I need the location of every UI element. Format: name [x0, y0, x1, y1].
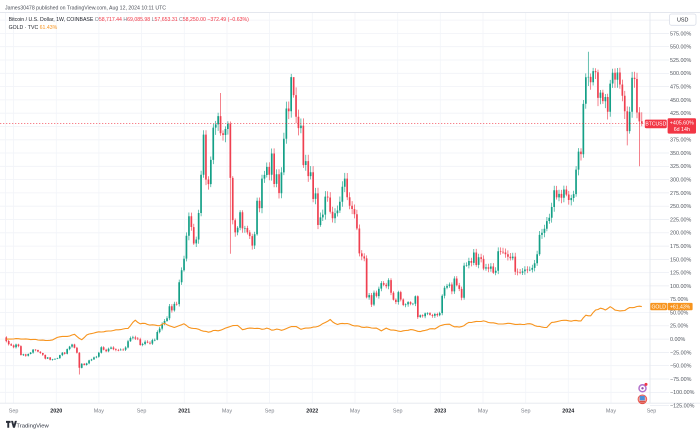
svg-text:BTCUSD: BTCUSD [645, 122, 666, 128]
svg-text:550.00%: 550.00% [670, 45, 691, 51]
svg-text:−75.00%: −75.00% [670, 377, 692, 383]
svg-text:−25.00%: −25.00% [670, 350, 692, 356]
svg-text:James30478 published on Tradin: James30478 published on TradingView.com,… [5, 6, 166, 12]
svg-text:375.00%: 375.00% [670, 138, 691, 144]
svg-text:USD: USD [677, 18, 688, 24]
svg-text:−100.00%: −100.00% [670, 390, 695, 396]
svg-text:225.00%: 225.00% [670, 217, 691, 223]
svg-text:50.00%: 50.00% [670, 310, 688, 316]
svg-text:450.00%: 450.00% [670, 98, 691, 104]
svg-text:Sep: Sep [137, 408, 147, 414]
svg-text:Sep: Sep [393, 408, 403, 414]
svg-text:Sep: Sep [647, 408, 657, 414]
svg-text:275.00%: 275.00% [670, 191, 691, 197]
svg-text:GOLD: GOLD [651, 305, 666, 311]
svg-text:2021: 2021 [178, 408, 190, 414]
svg-text:May: May [94, 408, 104, 414]
svg-text:0.00%: 0.00% [670, 337, 685, 343]
svg-text:2020: 2020 [50, 408, 62, 414]
svg-text:GOLD · TVC 61.43%: GOLD · TVC 61.43% [9, 25, 58, 31]
svg-text:Sep: Sep [521, 408, 531, 414]
svg-text:525.00%: 525.00% [670, 58, 691, 64]
svg-text:250.00%: 250.00% [670, 204, 691, 210]
svg-text:TradingView: TradingView [16, 423, 49, 429]
svg-text:6d 14h: 6d 14h [674, 127, 690, 133]
svg-text:500.00%: 500.00% [670, 71, 691, 77]
svg-text:Sep: Sep [265, 408, 275, 414]
svg-text:325.00%: 325.00% [670, 164, 691, 170]
svg-text:575.00%: 575.00% [670, 31, 691, 37]
svg-text:May: May [478, 408, 488, 414]
svg-text:2023: 2023 [434, 408, 446, 414]
svg-text:+405.60%: +405.60% [670, 121, 694, 127]
svg-text:+61.43%: +61.43% [670, 305, 691, 311]
svg-text:May: May [222, 408, 232, 414]
svg-text:May: May [606, 408, 616, 414]
svg-text:475.00%: 475.00% [670, 85, 691, 91]
svg-text:125.00%: 125.00% [670, 271, 691, 277]
svg-text:425.00%: 425.00% [670, 111, 691, 117]
svg-text:350.00%: 350.00% [670, 151, 691, 157]
svg-text:−50.00%: −50.00% [670, 364, 692, 370]
svg-text:2022: 2022 [306, 408, 318, 414]
svg-text:2024: 2024 [562, 408, 574, 414]
svg-text:−125.00%: −125.00% [670, 403, 695, 409]
svg-text:Bitcoin / U.S. Dollar, 1W, COI: Bitcoin / U.S. Dollar, 1W, COINBASE O58,… [9, 17, 250, 23]
svg-text:100.00%: 100.00% [670, 284, 691, 290]
svg-text:Sep: Sep [9, 408, 19, 414]
svg-text:25.00%: 25.00% [670, 324, 688, 330]
svg-text:300.00%: 300.00% [670, 178, 691, 184]
svg-text:75.00%: 75.00% [670, 297, 688, 303]
svg-text:200.00%: 200.00% [670, 231, 691, 237]
svg-text:150.00%: 150.00% [670, 257, 691, 263]
svg-text:175.00%: 175.00% [670, 244, 691, 250]
svg-text:May: May [350, 408, 360, 414]
